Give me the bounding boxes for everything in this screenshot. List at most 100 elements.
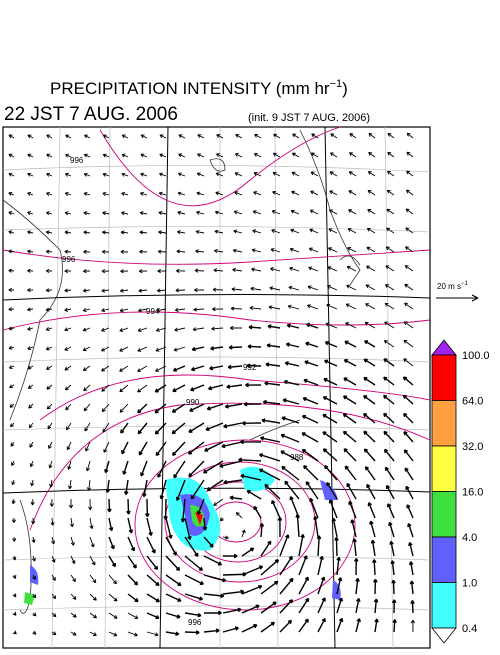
wind-arrow [146,536,156,554]
wind-arrow [176,249,186,254]
wind-arrow [373,578,378,595]
wind-arrow [101,346,110,352]
wind-arrow [249,305,262,311]
wind-arrow [89,536,95,548]
colorbar-label: 64.0 [462,396,483,408]
wind-arrow [203,574,227,583]
wind-arrow [12,611,17,616]
wind-arrow [65,153,72,158]
wind-arrow [403,358,414,367]
wind-arrow [372,559,377,576]
wind-arrow [165,517,173,539]
wind-arrow [138,288,148,293]
wind-arrow [301,414,319,424]
wind-arrow [27,326,34,331]
wind-arrow [49,498,54,507]
wind-arrow [209,365,224,371]
wind-arrow [343,377,357,386]
wind-arrow [184,536,199,557]
wind-arrow [83,172,91,177]
wind-arrow [126,498,131,515]
wind-arrow [222,553,238,559]
precip-area [30,565,39,585]
wind-arrow [202,460,224,474]
wind-arrow [206,479,224,492]
wind-arrow [156,308,167,313]
wind-arrow [222,589,245,595]
wind-arrow [194,287,205,293]
wind-arrow [184,612,202,618]
wind-arrow [142,479,148,498]
wind-arrow [392,619,397,633]
wind-arrow [253,505,262,519]
wind-arrow [385,265,395,272]
precip-area [195,512,203,525]
wind-arrow [384,466,395,481]
wind-arrow [289,266,300,272]
wind-arrow [373,598,379,614]
wind-arrow [309,209,319,215]
wind-arrow [49,479,54,488]
wind-arrow [402,376,414,386]
wind-arrow [154,403,167,414]
wind-arrow [328,228,338,234]
wind-arrow [208,384,224,391]
wind-arrow [66,422,72,431]
wind-arrow [68,479,73,490]
wind-arrow [8,345,15,350]
wind-arrow [171,422,186,435]
wind-arrow [27,230,34,235]
wind-arrow [405,227,414,234]
wind-arrow [12,536,17,542]
wind-arrow [227,364,243,370]
wind-arrow [119,327,129,332]
wind-arrow [301,432,319,443]
wind-arrow [177,210,186,215]
wind-arrow [251,267,262,272]
wind-arrow [127,536,136,552]
wind-arrow [146,631,159,637]
wind-arrow [241,624,258,633]
wind-arrow [165,631,180,636]
wind-arrow [260,540,272,557]
wind-arrow [70,593,77,600]
wind-arrow [196,172,205,177]
wind-arrow [158,191,167,196]
wind-arrow [138,269,148,274]
wind-arrow [102,191,110,196]
wind-arrow [383,376,395,386]
wind-arrow [165,593,182,602]
wind-arrow [165,612,181,619]
colorbar-segment [431,445,457,492]
wind-arrow [233,210,243,215]
wind-arrow [298,555,308,576]
wind-arrow [64,249,72,254]
wind-arrow [11,460,15,466]
wind-arrow [145,498,150,518]
wind-arrow [45,307,53,312]
wind-arrow [260,621,276,633]
wind-arrow [173,460,186,479]
wind-arrow [85,441,91,452]
wind-arrow [404,467,414,481]
wind-arrow [89,555,96,566]
wind-arrow [344,465,357,481]
wind-arrow [101,249,110,254]
wind-arrow [390,560,395,576]
wind-arrow [317,555,324,576]
wind-arrow [64,365,72,371]
grid-lines [2,126,431,649]
wind-arrow [101,269,110,274]
wind-arrow [322,413,338,424]
wind-arrow [138,441,148,456]
wind-arrow [45,346,53,351]
wind-arrow [386,503,395,519]
wind-arrow [64,268,72,274]
wind-arrow [385,246,395,253]
isobar-label: 992 [243,363,257,372]
wind-arrow [107,498,112,513]
wind-arrow [336,617,344,633]
wind-arrow [121,441,129,455]
wind-arrow [83,153,91,158]
wind-arrow [203,593,225,599]
